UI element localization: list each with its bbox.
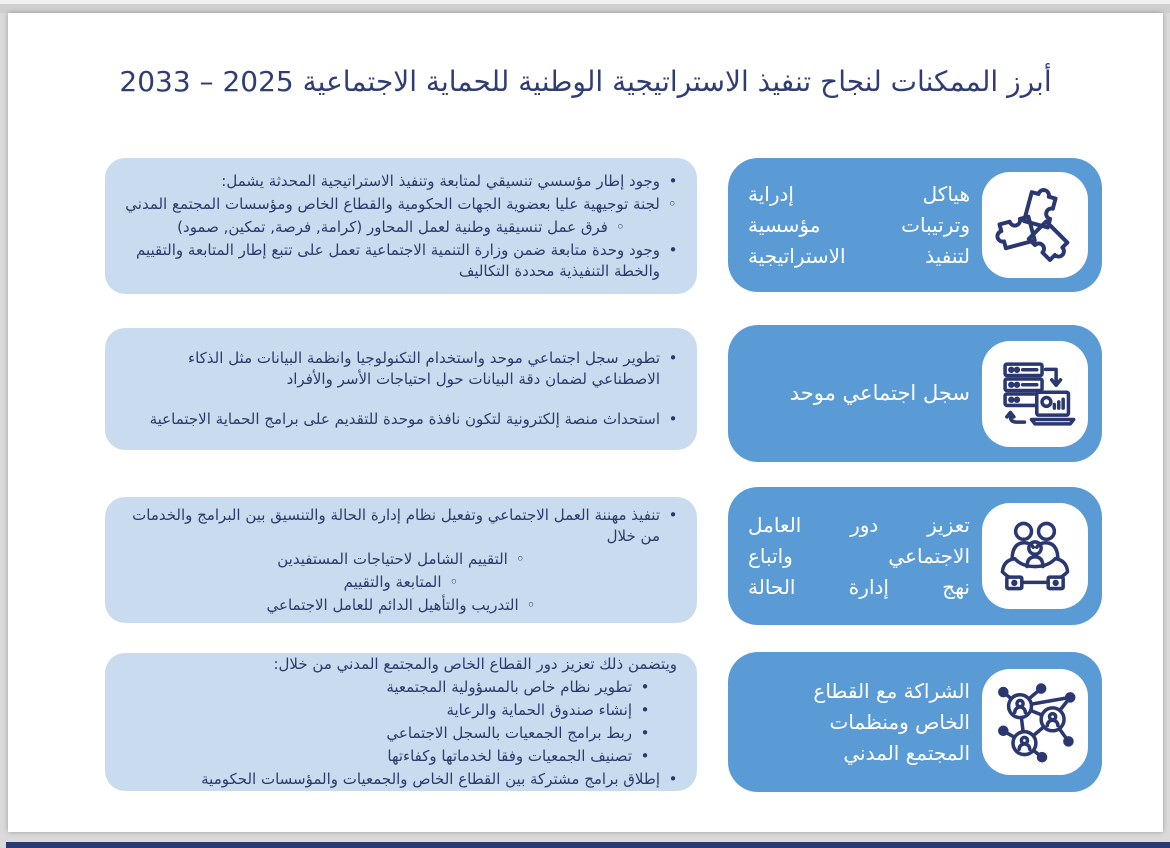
list-item-text: تطوير نظام خاص بالمسؤولية المجتمعية bbox=[386, 678, 632, 696]
pillar-social-worker: تعزيز دور العامل الاجتماعي واتباع نهج إد… bbox=[728, 487, 1102, 625]
list-item: ◦ لجنة توجيهية عليا بعضوية الجهات الحكومي… bbox=[123, 194, 679, 215]
details-box-registry: • تطوير سجل اجتماعي موحد واستخدام التكنو… bbox=[105, 328, 697, 450]
list-item-text: ربط برامج الجمعيات بالسجل الاجتماعي bbox=[386, 724, 632, 742]
bullet-marker: ◦ bbox=[515, 549, 525, 568]
bullet-marker: ◦ bbox=[667, 194, 677, 213]
details-box-partnership: ويتضمن ذلك تعزيز دور القطاع الخاص والمجت… bbox=[105, 653, 697, 791]
list-item: • تطوير نظام خاص بالمسؤولية المجتمعية bbox=[123, 677, 679, 698]
list-item-text: التدريب والتأهيل الدائم للعامل الاجتماعي bbox=[266, 595, 519, 614]
list-item: • إطلاق برامج مشتركة بين القطاع الخاص وا… bbox=[123, 769, 679, 790]
hands-holding-puzzle-icon bbox=[982, 172, 1088, 278]
bullet-marker: • bbox=[668, 171, 678, 190]
pillar-title: الشراكة مع القطاع الخاص ومنظمات المجتمع … bbox=[813, 678, 970, 765]
bullet-marker: • bbox=[640, 701, 650, 719]
list-item: ويتضمن ذلك تعزيز دور القطاع الخاص والمجت… bbox=[123, 654, 679, 675]
list-item: • استحداث منصة إلكترونية لتكون نافذة موح… bbox=[123, 409, 679, 430]
list-item-text: ويتضمن ذلك تعزيز دور القطاع الخاص والمجت… bbox=[273, 655, 677, 673]
pillar-title: سجل اجتماعي موحد bbox=[789, 381, 970, 406]
bullet-marker: • bbox=[668, 410, 678, 428]
pillar-title: تعزيز دور العامل الاجتماعي واتباع نهج إد… bbox=[748, 512, 970, 599]
details-box-social-worker: • تنفيذ مهننة العمل الاجتماعي وتفعيل نظا… bbox=[105, 497, 697, 623]
slide-canvas: أبرز الممكنات لنجاح تنفيذ الاستراتيجية ا… bbox=[8, 13, 1163, 832]
list-item-text: تطوير سجل اجتماعي موحد واستخدام التكنولو… bbox=[188, 349, 660, 388]
bullet-marker: • bbox=[668, 349, 678, 367]
pillar-title: هياكل إدراية وترتيبات مؤسسية لتنفيذ الاس… bbox=[748, 181, 970, 268]
bullet-marker: • bbox=[640, 678, 650, 696]
list-item-text: إنشاء صندوق الحماية والرعاية bbox=[446, 701, 632, 719]
list-item-text: المتابعة والتقييم bbox=[343, 572, 442, 591]
list-item: ◦ فرق عمل تنسيقية وطنية لعمل المحاور (كرا… bbox=[123, 217, 679, 238]
list-item: • وجود إطار مؤسسي تنسيقي لمتابعة وتنفيذ … bbox=[123, 171, 679, 192]
pillar-private-sector-partnership: الشراكة مع القطاع الخاص ومنظمات المجتمع … bbox=[728, 652, 1102, 792]
details-box-governance: • وجود إطار مؤسسي تنسيقي لمتابعة وتنفيذ … bbox=[105, 158, 697, 294]
list-item: ◦ المتابعة والتقييم bbox=[123, 572, 679, 593]
list-item: • ربط برامج الجمعيات بالسجل الاجتماعي bbox=[123, 723, 679, 744]
list-item: ◦ التقييم الشامل لاحتياجات المستفيدين bbox=[123, 549, 679, 570]
list-item: ◦ التدريب والتأهيل الدائم للعامل الاجتماع… bbox=[123, 595, 679, 616]
bullet-marker: • bbox=[640, 747, 650, 765]
footer-accent-bar bbox=[6, 842, 1170, 848]
bullet-marker: • bbox=[668, 240, 678, 259]
list-item: • تطوير سجل اجتماعي موحد واستخدام التكنو… bbox=[123, 348, 679, 390]
list-item-text: إطلاق برامج مشتركة بين القطاع الخاص والج… bbox=[201, 770, 660, 788]
list-item-text: وجود وحدة متابعة ضمن وزارة التنمية الاجت… bbox=[136, 240, 660, 280]
bullet-marker: ◦ bbox=[526, 595, 536, 614]
list-item-text: تنفيذ مهننة العمل الاجتماعي وتفعيل نظام … bbox=[132, 505, 660, 545]
bullet-marker: • bbox=[668, 505, 678, 524]
list-item-text: استحداث منصة إلكترونية لتكون نافذة موحدة… bbox=[149, 410, 660, 428]
list-item: • إنشاء صندوق الحماية والرعاية bbox=[123, 700, 679, 721]
list-item-text: لجنة توجيهية عليا بعضوية الجهات الحكومية… bbox=[125, 194, 660, 213]
people-network-icon bbox=[982, 669, 1088, 775]
page-title: أبرز الممكنات لنجاح تنفيذ الاستراتيجية ا… bbox=[119, 65, 1052, 98]
list-item-text: تصنيف الجمعيات وفقا لخدماتها وكفاءتها bbox=[387, 747, 632, 765]
list-item: • تنفيذ مهننة العمل الاجتماعي وتفعيل نظا… bbox=[123, 505, 679, 547]
pillar-unified-registry: سجل اجتماعي موحد bbox=[728, 325, 1102, 462]
bullet-marker: ◦ bbox=[449, 572, 459, 591]
list-item-text: التقييم الشامل لاحتياجات المستفيدين bbox=[277, 549, 508, 568]
pillar-governance-structures: هياكل إدراية وترتيبات مؤسسية لتنفيذ الاس… bbox=[728, 158, 1102, 292]
bullet-marker: • bbox=[640, 724, 650, 742]
list-item: • وجود وحدة متابعة ضمن وزارة التنمية الا… bbox=[123, 240, 679, 282]
unified-registry-servers-icon bbox=[982, 340, 1088, 447]
list-item-text: وجود إطار مؤسسي تنسيقي لمتابعة وتنفيذ ال… bbox=[221, 171, 660, 190]
list-item-text: فرق عمل تنسيقية وطنية لعمل المحاور (كرام… bbox=[177, 217, 608, 236]
family-in-hands-icon bbox=[982, 503, 1088, 609]
bullet-marker: • bbox=[668, 770, 678, 788]
list-item: • تصنيف الجمعيات وفقا لخدماتها وكفاءتها bbox=[123, 746, 679, 767]
bullet-marker: ◦ bbox=[615, 217, 625, 236]
